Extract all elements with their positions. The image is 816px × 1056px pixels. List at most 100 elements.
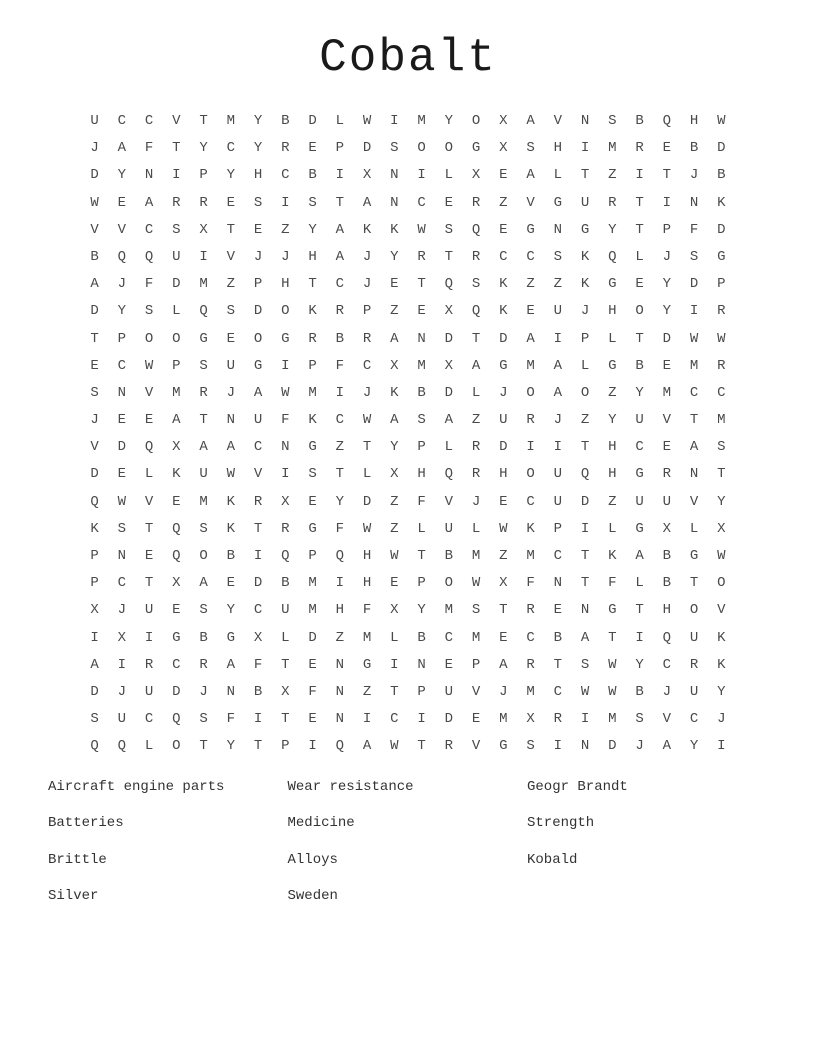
grid-letter: J	[471, 493, 481, 510]
word-list-item: Aircraft engine parts	[48, 778, 225, 795]
grid-letter: P	[553, 520, 563, 537]
grid-letter: R	[471, 194, 481, 211]
grid-letter: W	[362, 412, 372, 429]
grid-letter: T	[390, 683, 399, 700]
grid-letter: A	[199, 575, 208, 592]
grid-letter: M	[308, 602, 317, 619]
grid-letter: A	[335, 248, 345, 265]
grid-letter: O	[580, 384, 590, 401]
grid-letter: B	[417, 629, 426, 646]
grid-letter: O	[471, 113, 481, 129]
grid-letter: G	[580, 221, 590, 238]
grid-letter: J	[499, 384, 508, 401]
grid-letter: M	[471, 548, 481, 564]
grid-letter: N	[689, 466, 699, 483]
grid-letter: P	[253, 276, 263, 293]
grid-letter: J	[117, 602, 127, 619]
grid-letter: D	[90, 466, 99, 483]
grid-letter: O	[253, 330, 263, 347]
grid-letter: W	[717, 330, 726, 347]
grid-letter: N	[390, 194, 399, 211]
grid-letter: L	[144, 466, 154, 483]
grid-letter: V	[144, 493, 154, 510]
grid-letter: D	[580, 493, 590, 510]
grid-letter: F	[608, 575, 617, 592]
grid-letter: H	[608, 466, 617, 483]
grid-letter: B	[90, 248, 99, 265]
grid-letter: P	[90, 575, 99, 592]
grid-letter: I	[335, 384, 345, 401]
grid-letter: D	[308, 629, 317, 646]
grid-letter: A	[444, 412, 454, 429]
grid-letter: T	[635, 602, 644, 619]
grid-letter: R	[526, 412, 535, 429]
grid-letter: R	[471, 466, 481, 483]
grid-letter: E	[526, 303, 535, 320]
grid-letter: T	[281, 711, 290, 728]
grid-letter: Y	[226, 167, 236, 184]
grid-letter: X	[444, 357, 454, 374]
grid-letter: E	[499, 629, 508, 646]
grid-letter: L	[390, 629, 399, 646]
grid-letter: E	[226, 330, 236, 347]
grid-letter: Y	[253, 140, 263, 157]
grid-letter: A	[526, 330, 535, 347]
grid-letter: W	[117, 493, 127, 510]
grid-letter: F	[144, 140, 154, 157]
grid-letter: W	[390, 548, 399, 564]
grid-letter: V	[662, 412, 672, 429]
grid-letter: S	[199, 357, 208, 374]
grid-letter: N	[144, 167, 154, 184]
grid-letter: T	[417, 548, 426, 564]
grid-letter: P	[281, 738, 290, 755]
grid-letter: N	[335, 711, 345, 728]
grid-letter: G	[608, 357, 617, 374]
grid-letter: U	[444, 520, 454, 537]
grid-letter: F	[144, 276, 154, 293]
grid-letter: O	[281, 303, 290, 320]
grid-letter: T	[580, 548, 590, 564]
grid-letter: C	[281, 167, 290, 184]
grid-letter: E	[417, 303, 426, 320]
grid-letter: B	[717, 167, 726, 184]
grid-letter: H	[499, 466, 508, 483]
grid-letter: M	[471, 629, 481, 646]
grid-letter: C	[144, 221, 154, 238]
grid-letter: O	[199, 548, 208, 564]
grid-letter: I	[580, 140, 590, 157]
grid-letter: K	[717, 194, 726, 211]
word-list-item: Geogr Brandt	[527, 778, 628, 795]
grid-letter: J	[580, 303, 590, 320]
grid-letter: Q	[444, 276, 454, 293]
grid-letter: C	[335, 412, 345, 429]
grid-letter: G	[553, 194, 563, 211]
grid-letter: R	[199, 656, 208, 673]
grid-letter: T	[444, 248, 454, 265]
grid-letter: N	[689, 194, 699, 211]
grid-letter: E	[662, 357, 672, 374]
grid-letter: I	[553, 330, 563, 347]
grid-letter: H	[417, 466, 426, 483]
grid-letter: I	[417, 711, 426, 728]
grid-letter: W	[689, 330, 699, 347]
grid-letter: F	[226, 711, 236, 728]
grid-letter: A	[172, 412, 181, 429]
grid-letter: D	[172, 683, 181, 700]
grid-letter: F	[253, 656, 263, 673]
word-list-item: Strength	[527, 815, 595, 832]
grid-letter: R	[335, 303, 345, 320]
grid-letter: D	[253, 303, 263, 320]
word-list-item: Kobald	[527, 851, 578, 868]
grid-letter: S	[553, 248, 563, 265]
grid-letter: N	[580, 738, 590, 755]
grid-letter: G	[689, 548, 699, 564]
grid-letter: N	[580, 113, 590, 129]
grid-letter: A	[390, 330, 399, 347]
grid-letter: B	[553, 629, 563, 646]
grid-letter: I	[335, 167, 345, 184]
grid-letter: D	[308, 113, 317, 129]
grid-letter: E	[499, 221, 508, 238]
grid-letter: K	[308, 412, 317, 429]
